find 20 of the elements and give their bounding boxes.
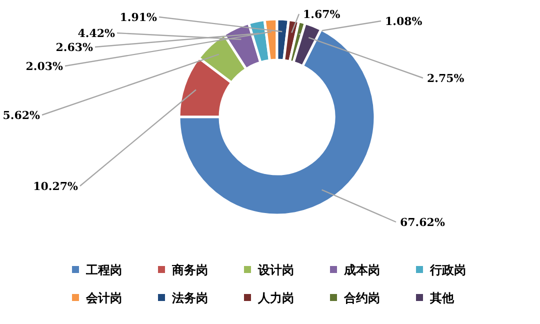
data-label: 5.62% <box>2 109 41 122</box>
legend-label: 其他 <box>429 291 455 305</box>
legend-label: 成本岗 <box>343 263 380 277</box>
legend-label: 商务岗 <box>171 263 208 277</box>
data-label: 2.63% <box>56 41 94 54</box>
legend-label: 合约岗 <box>343 291 380 305</box>
data-label: 67.62% <box>400 216 446 229</box>
legend-label: 工程岗 <box>85 263 122 277</box>
legend-label: 法务岗 <box>171 291 208 305</box>
legend-label: 会计岗 <box>85 291 122 305</box>
data-label: 4.42% <box>78 27 116 40</box>
legend-label: 人力岗 <box>257 291 294 305</box>
legend-label: 行政岗 <box>429 263 466 277</box>
legend-label: 设计岗 <box>257 263 294 277</box>
data-label: 1.67% <box>303 8 341 21</box>
data-label: 2.03% <box>26 60 64 73</box>
data-label: 2.75% <box>427 72 465 85</box>
data-label: 1.91% <box>120 11 158 24</box>
data-label: 10.27% <box>33 180 79 193</box>
data-label: 1.08% <box>385 15 423 28</box>
